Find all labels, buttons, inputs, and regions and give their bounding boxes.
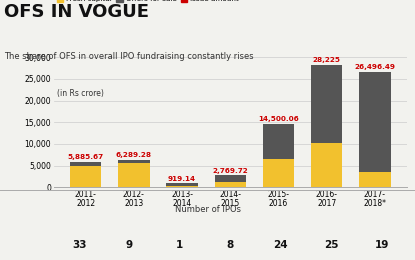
Text: 6,289.28: 6,289.28 — [116, 152, 152, 158]
Text: 26,496.49: 26,496.49 — [354, 64, 395, 70]
Text: 2,769.72: 2,769.72 — [212, 168, 248, 174]
Bar — [263, 124, 294, 159]
Legend: Fresh capital, Offers for sale, Issue amount: Fresh capital, Offers for sale, Issue am… — [54, 0, 242, 5]
Text: (in Rs crore): (in Rs crore) — [57, 89, 104, 98]
Bar — [70, 166, 101, 187]
Text: 8: 8 — [227, 239, 234, 250]
Bar — [215, 175, 246, 181]
Bar — [118, 163, 149, 187]
Text: 1: 1 — [176, 239, 183, 250]
Bar — [359, 72, 391, 172]
Text: 14,500.06: 14,500.06 — [258, 116, 299, 122]
Text: 919.14: 919.14 — [168, 176, 196, 182]
Bar — [359, 172, 391, 187]
Bar — [311, 65, 342, 143]
Text: 33: 33 — [72, 239, 86, 250]
Text: 28,225: 28,225 — [313, 57, 341, 63]
Text: OFS IN VOGUE: OFS IN VOGUE — [4, 3, 149, 21]
Text: Number of IPOs: Number of IPOs — [174, 205, 241, 214]
Text: The share of OFS in overall IPO fundraising constantly rises: The share of OFS in overall IPO fundrais… — [4, 52, 254, 61]
Text: 5,885.67: 5,885.67 — [68, 154, 104, 160]
Bar — [118, 160, 149, 163]
Text: 25: 25 — [324, 239, 338, 250]
Bar — [311, 143, 342, 187]
Bar — [215, 181, 246, 187]
Bar — [166, 183, 198, 186]
Bar — [70, 162, 101, 166]
Bar — [263, 159, 294, 187]
Bar — [166, 186, 198, 187]
Text: 24: 24 — [273, 239, 288, 250]
Text: 9: 9 — [126, 239, 133, 250]
Text: 19: 19 — [374, 239, 389, 250]
